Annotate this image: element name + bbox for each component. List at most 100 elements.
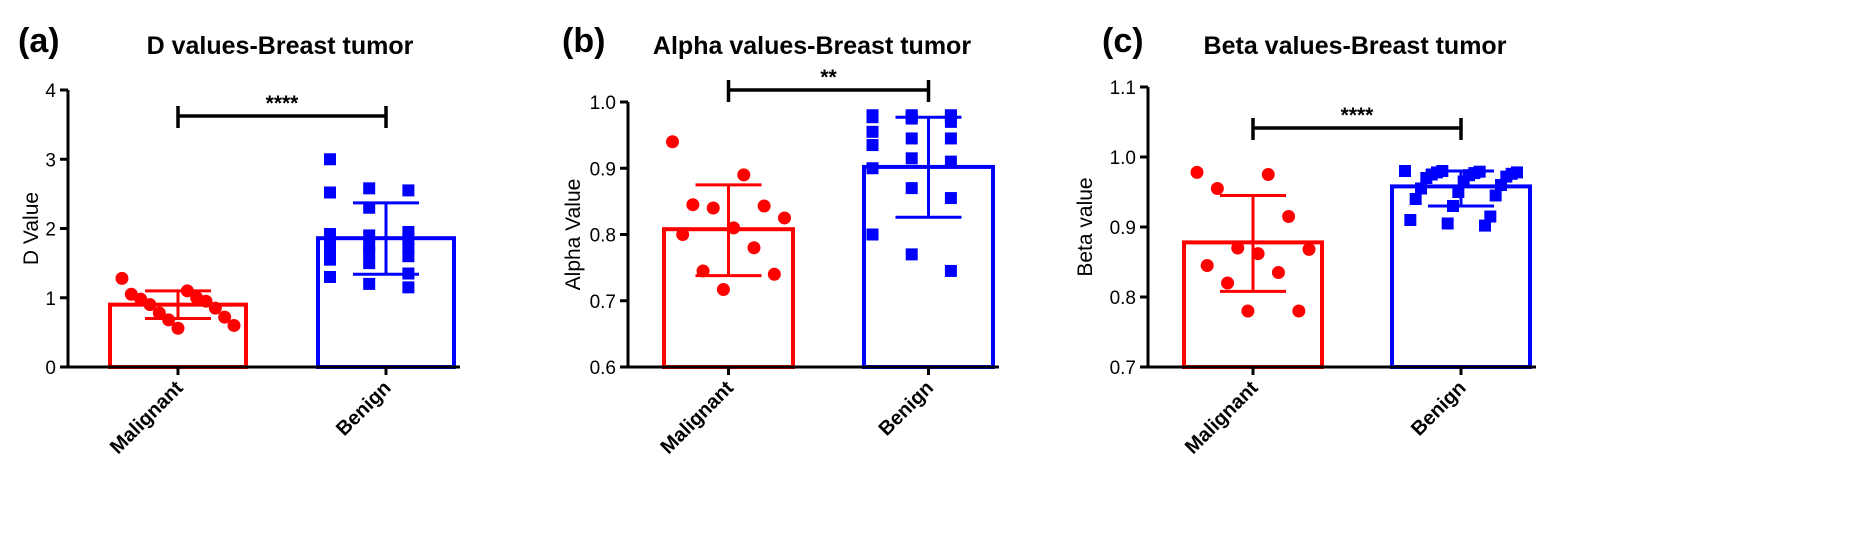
y-axis-label: Beta value	[1074, 177, 1097, 276]
data-point-benign	[324, 270, 336, 283]
data-point-malignant	[706, 201, 720, 215]
y-tick-label: 0.6	[590, 358, 616, 379]
data-point-malignant	[1241, 304, 1255, 318]
data-point-malignant	[716, 282, 730, 296]
data-point-benign	[1452, 186, 1465, 198]
panel-label: (a)	[18, 22, 60, 60]
data-point-benign	[1409, 193, 1422, 205]
data-point-malignant	[747, 241, 761, 255]
data-point-malignant	[208, 301, 222, 315]
data-point-malignant	[134, 292, 148, 306]
data-point-malignant	[778, 211, 791, 225]
data-point-benign	[1479, 219, 1491, 232]
data-point-benign	[866, 228, 879, 241]
data-point-benign	[402, 232, 415, 245]
data-point-benign	[324, 153, 336, 166]
y-tick-label: 2	[45, 220, 56, 241]
data-point-malignant	[1261, 168, 1275, 181]
data-point-benign	[363, 277, 376, 290]
y-tick-label: 1.0	[590, 93, 616, 114]
chart-title: Beta values-Breast tumor	[1204, 32, 1507, 60]
data-point-malignant	[727, 221, 741, 235]
data-point-malignant	[737, 168, 751, 182]
y-tick-label: 0	[45, 358, 56, 379]
data-point-benign	[944, 115, 957, 128]
data-point-malignant	[1302, 242, 1316, 256]
y-tick-label: 0.7	[1110, 358, 1136, 379]
data-point-benign	[1457, 175, 1470, 188]
significance-label: ****	[1341, 104, 1375, 127]
y-tick-label: 0.8	[590, 226, 616, 247]
data-point-malignant	[1231, 241, 1245, 255]
data-point-malignant	[1210, 182, 1224, 195]
data-point-benign	[363, 201, 376, 214]
significance-label: **	[820, 66, 837, 89]
data-point-malignant	[143, 298, 157, 312]
data-point-benign	[402, 281, 415, 294]
data-point-malignant	[1251, 247, 1265, 261]
data-point-malignant	[227, 318, 241, 332]
data-point-malignant	[152, 306, 166, 320]
y-tick-label: 0.9	[590, 159, 616, 180]
panel-label: (c)	[1102, 22, 1144, 60]
x-category-label: Malignant	[106, 377, 188, 459]
chart-title: D values-Breast tumor	[147, 32, 414, 60]
data-point-benign	[905, 132, 918, 145]
y-tick-label: 1.0	[1110, 148, 1136, 169]
data-point-benign	[944, 155, 957, 168]
data-point-benign	[866, 111, 879, 124]
data-point-benign	[363, 246, 376, 259]
significance-label: ****	[266, 92, 300, 115]
data-point-benign	[1399, 165, 1411, 177]
x-category-label: Benign	[332, 377, 395, 440]
data-point-malignant	[199, 294, 213, 308]
data-point-benign	[1404, 214, 1417, 226]
y-tick-label: 0.7	[590, 292, 616, 313]
data-point-malignant	[686, 198, 700, 212]
y-tick-label: 4	[45, 81, 56, 102]
y-axis-label: D Value	[20, 192, 43, 265]
data-point-benign	[866, 125, 879, 138]
data-point-benign	[324, 244, 336, 257]
data-point-malignant	[1271, 266, 1285, 279]
data-point-benign	[905, 248, 918, 261]
chart-panel-3: (c) Beta values-Breast tumor Beta value 0.7…	[1074, 22, 1536, 459]
data-point-benign	[1415, 182, 1427, 195]
data-point-benign	[1484, 210, 1497, 223]
data-point-benign	[905, 152, 918, 165]
data-point-malignant	[757, 199, 771, 213]
data-point-malignant	[1282, 210, 1296, 223]
panel-label: (b)	[562, 22, 605, 60]
y-axis-label: Alpha Value	[562, 179, 585, 291]
x-category-label: Malignant	[656, 377, 738, 459]
x-category-label: Malignant	[1181, 377, 1263, 459]
bar-benign	[1390, 184, 1532, 369]
data-point-benign	[944, 264, 957, 277]
chart-panel-1: (a) D values-Breast tumor D Value 0 1 2 3 4 Mali…	[18, 22, 460, 459]
data-point-malignant	[1221, 276, 1235, 290]
y-tick-label: 0.9	[1110, 218, 1136, 239]
data-point-benign	[944, 132, 957, 145]
y-tick-label: 0.8	[1110, 288, 1136, 309]
data-point-malignant	[115, 271, 129, 285]
data-point-malignant	[1190, 165, 1204, 179]
data-point-benign	[324, 253, 336, 266]
data-point-malignant	[767, 267, 781, 281]
y-tick-label: 1.1	[1110, 78, 1136, 99]
data-point-benign	[866, 162, 879, 175]
data-point-benign	[402, 184, 415, 197]
y-tick-label: 1	[45, 289, 56, 310]
data-point-benign	[363, 229, 376, 242]
x-category-label: Benign	[875, 377, 938, 440]
data-point-malignant	[218, 310, 232, 324]
data-point-benign	[905, 182, 918, 195]
data-point-benign	[1441, 217, 1454, 230]
data-point-benign	[363, 182, 376, 195]
data-point-malignant	[676, 228, 690, 241]
data-point-benign	[1495, 179, 1507, 191]
data-point-benign	[866, 139, 879, 152]
chart-title: Alpha values-Breast tumor	[653, 32, 971, 60]
data-point-benign	[1489, 189, 1502, 202]
